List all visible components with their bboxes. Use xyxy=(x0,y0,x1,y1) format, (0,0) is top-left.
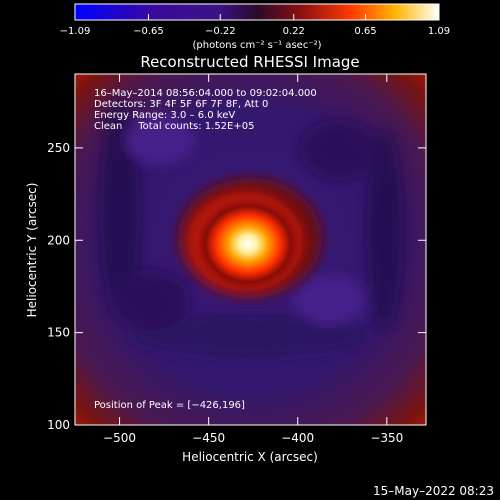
y-tick-label: 150 xyxy=(47,326,70,340)
colorbar-tick-label: −1.09 xyxy=(60,26,91,37)
colorbar-tick-label: 0.22 xyxy=(283,26,305,37)
x-tick-label: −400 xyxy=(281,431,314,445)
peak-position-label: Position of Peak = [−426,196] xyxy=(94,400,245,411)
x-tick-label: −500 xyxy=(103,431,136,445)
x-axis-label: Heliocentric X (arcsec) xyxy=(182,450,318,464)
x-tick-label: −350 xyxy=(370,431,403,445)
y-axis-ticks: 100 150 200 250 xyxy=(47,141,426,432)
colorbar-tick-label: −0.22 xyxy=(205,26,236,37)
y-tick-label: 200 xyxy=(47,233,70,247)
chart-title: Reconstructed RHESSI Image xyxy=(140,53,359,71)
heatmap-image xyxy=(75,74,426,425)
y-tick-label: 100 xyxy=(47,418,70,432)
colorbar-ticks: −1.09 −0.65 −0.22 0.22 0.65 1.09 xyxy=(60,14,450,37)
annotation-line: Clean Total counts: 1.52E+05 xyxy=(94,121,254,132)
colorbar xyxy=(74,3,440,21)
plot-frame xyxy=(74,73,427,426)
y-tick-label: 250 xyxy=(47,141,70,155)
colorbar-unit-label: (photons cm⁻² s⁻¹ asec⁻²) xyxy=(192,40,321,51)
x-tick-label: −450 xyxy=(192,431,225,445)
annotation-line: Energy Range: 3.0 – 6.0 keV xyxy=(94,110,235,121)
colorbar-tick-label: −0.65 xyxy=(133,26,164,37)
x-axis-ticks: −500 −450 −400 −350 xyxy=(103,74,403,445)
info-annotations: 16–May–2014 08:56:04.000 to 09:02:04.000… xyxy=(94,88,317,132)
colorbar-tick-label: 1.09 xyxy=(428,26,450,37)
colorbar-tick-label: 0.65 xyxy=(354,26,376,37)
annotation-line: Detectors: 3F 4F 5F 6F 7F 8F, Att 0 xyxy=(94,99,268,110)
footer-timestamp: 15–May–2022 08:23 xyxy=(373,484,494,498)
y-axis-label: Heliocentric Y (arcsec) xyxy=(25,183,39,318)
annotation-line: 16–May–2014 08:56:04.000 to 09:02:04.000 xyxy=(94,88,317,99)
